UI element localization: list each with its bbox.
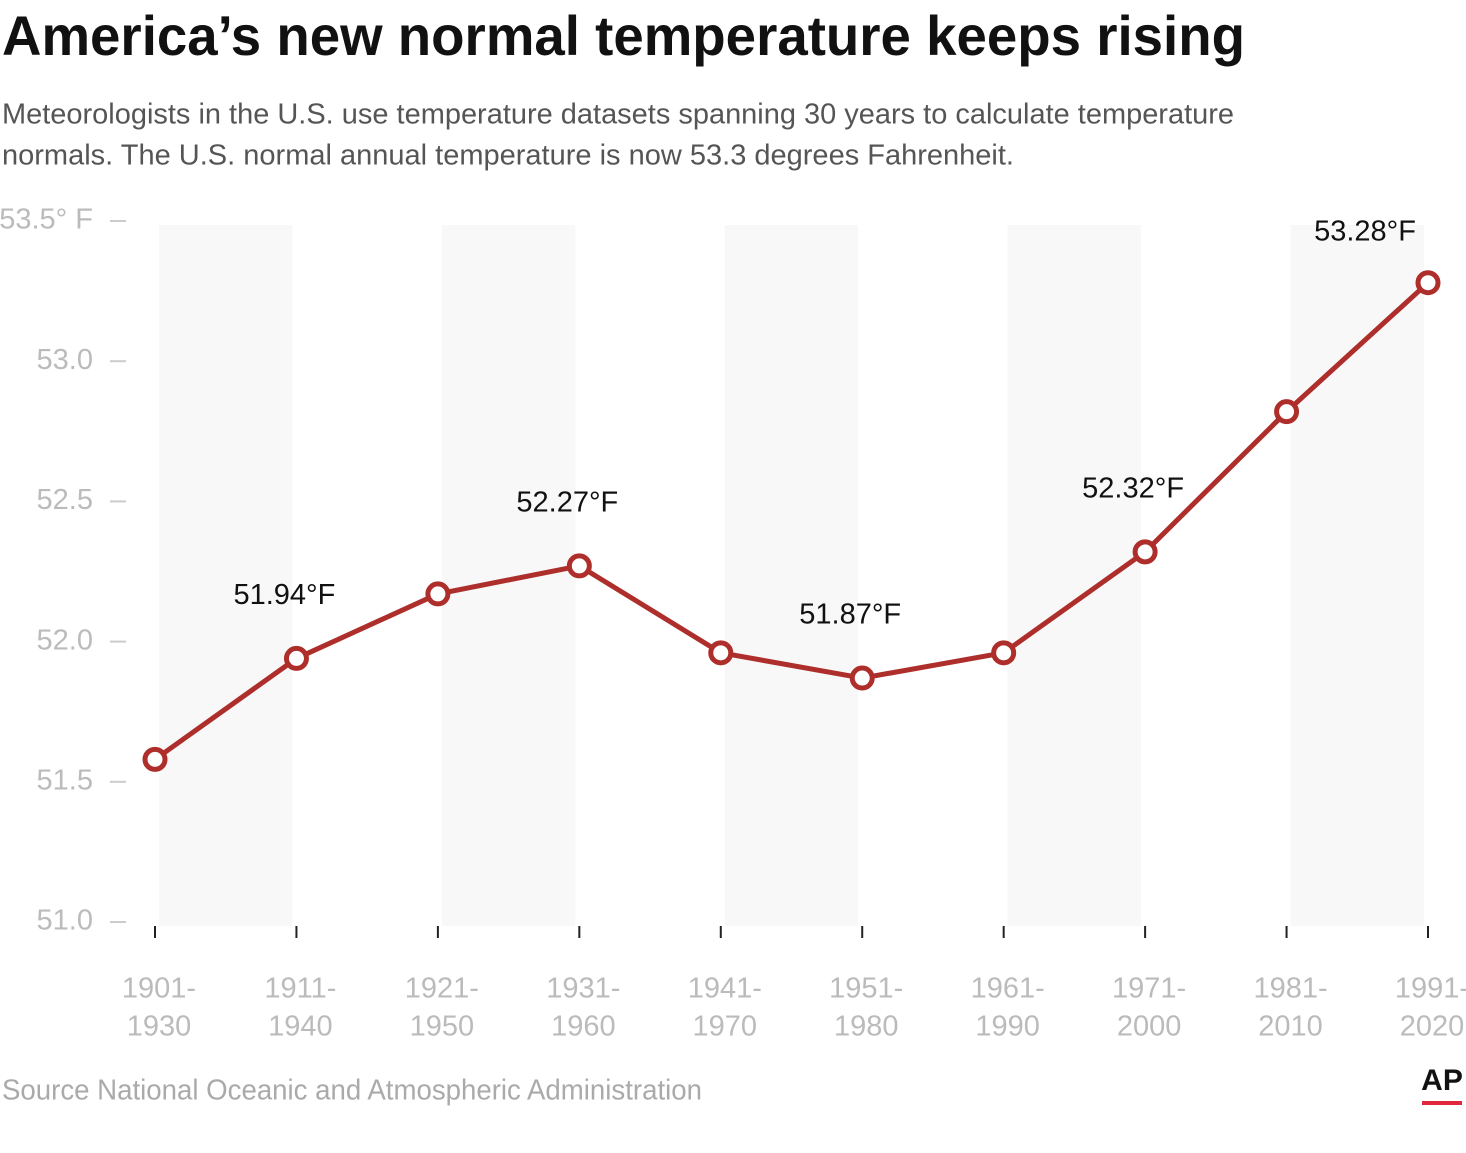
data-point — [142, 746, 168, 772]
x-tick-label: 1940 — [268, 1011, 333, 1043]
x-tick-label: 1991- — [1395, 973, 1466, 1005]
data-point — [425, 581, 451, 607]
background-band — [441, 225, 576, 926]
y-tick-label: 51.0 — [37, 905, 93, 937]
data-point — [566, 553, 592, 579]
data-point — [1415, 270, 1441, 296]
x-tick-label: 1980 — [834, 1011, 899, 1043]
data-label: 51.94°F — [233, 579, 335, 611]
x-tick-label: 1911- — [264, 973, 336, 1005]
y-tick-label: 51.5 — [37, 764, 93, 796]
x-tick-label: 1981- — [1253, 973, 1327, 1005]
y-tick-label: 52.5 — [37, 484, 93, 516]
source: Source National Oceanic and Atmospheric … — [2, 1075, 702, 1107]
data-label: 52.32°F — [1082, 473, 1184, 505]
chart-subtitle: normals. The U.S. normal annual temperat… — [2, 140, 1014, 172]
x-tick-label: 2020 — [1400, 1011, 1465, 1043]
data-point — [1132, 539, 1158, 565]
background-band — [159, 225, 293, 926]
x-tick-label: 1941- — [688, 973, 762, 1005]
y-tick-label: 53.5° F — [0, 204, 93, 236]
x-tick-label: 1950 — [410, 1011, 475, 1043]
x-tick-label: 2000 — [1117, 1011, 1182, 1043]
x-tick-label: 1971- — [1112, 973, 1186, 1005]
logo-underline — [1422, 1101, 1462, 1105]
x-tick-label: 1961- — [971, 973, 1045, 1005]
chart-title: America’s new normal temperature keeps r… — [2, 4, 1245, 67]
data-point — [708, 640, 734, 666]
data-label: 52.27°F — [516, 487, 618, 519]
data-point — [283, 645, 309, 671]
x-tick-label: 1930 — [127, 1011, 192, 1043]
x-tick-label: 1921- — [405, 973, 479, 1005]
x-tick-label: 1970 — [693, 1011, 758, 1043]
data-label: 53.28°F — [1314, 215, 1416, 247]
y-tick-label: 52.0 — [37, 624, 93, 656]
background-band — [1290, 225, 1424, 926]
chart-subtitle: Meteorologists in the U.S. use temperatu… — [2, 99, 1234, 131]
data-label: 51.87°F — [799, 599, 901, 631]
background-band — [724, 225, 859, 926]
x-tick-label: 1951- — [829, 973, 903, 1005]
x-tick-label: 2010 — [1258, 1011, 1323, 1043]
y-tick-label: 53.0 — [37, 344, 93, 376]
x-tick-label: 1931- — [546, 973, 620, 1005]
x-tick-label: 1901- — [122, 973, 196, 1005]
logo: AP — [1421, 1064, 1463, 1097]
x-tick-label: 1990 — [975, 1011, 1040, 1043]
data-point — [991, 640, 1017, 666]
x-tick-label: 1960 — [551, 1011, 616, 1043]
data-point — [1274, 399, 1300, 425]
data-point — [849, 665, 875, 691]
background-band — [1007, 225, 1142, 926]
data-line — [153, 280, 1430, 762]
